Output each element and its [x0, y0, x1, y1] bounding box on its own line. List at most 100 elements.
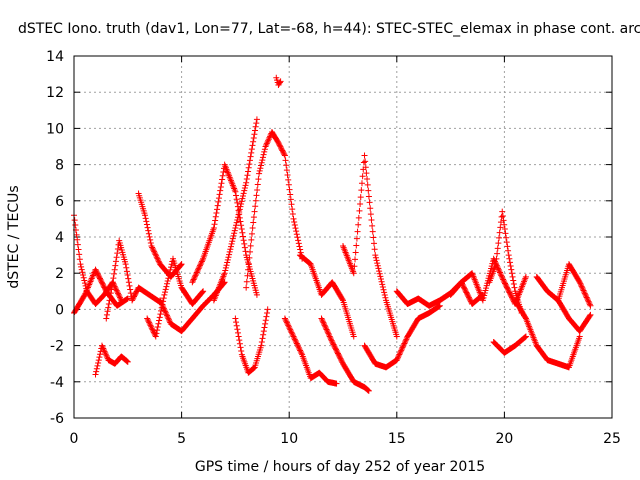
data-point — [258, 162, 265, 169]
data-point — [505, 286, 512, 293]
data-point — [252, 197, 259, 204]
data-point — [148, 323, 155, 330]
data-point — [105, 300, 112, 307]
data-point — [351, 263, 358, 270]
data-point — [115, 291, 122, 298]
data-point — [277, 143, 284, 150]
data-point — [289, 211, 296, 218]
data-point — [337, 355, 344, 362]
data-point — [79, 269, 86, 276]
y-tick-label: 4 — [55, 230, 64, 246]
data-point — [436, 302, 443, 309]
data-point — [339, 296, 346, 303]
data-point — [238, 222, 245, 229]
data-point — [147, 322, 154, 329]
data-point — [233, 322, 240, 329]
data-point — [99, 280, 106, 287]
data-point — [178, 261, 185, 268]
data-point — [85, 282, 92, 289]
data-point — [104, 308, 111, 315]
data-point — [114, 250, 121, 257]
data-point — [496, 234, 503, 241]
data-point — [295, 343, 302, 350]
y-tick-labels: -6 -4 -2 0 2 4 6 8 10 12 14 — [46, 49, 64, 427]
data-point — [283, 318, 290, 325]
data-point — [237, 218, 244, 225]
data-point — [506, 289, 513, 296]
data-point — [107, 290, 114, 297]
data-point — [100, 345, 107, 352]
data-point — [124, 358, 131, 365]
data-point — [192, 272, 199, 279]
data-point — [191, 275, 198, 282]
data-point — [510, 281, 517, 288]
data-point — [245, 260, 252, 267]
data-point — [155, 256, 162, 263]
data-point — [81, 291, 88, 298]
data-point — [284, 172, 291, 179]
data-point — [236, 208, 243, 215]
data-point — [262, 317, 269, 324]
data-point — [394, 355, 401, 362]
data-point — [356, 207, 363, 214]
x-tick-label: 5 — [177, 431, 186, 447]
data-point — [359, 173, 366, 180]
data-point — [325, 330, 332, 337]
data-point — [92, 371, 99, 378]
data-point — [145, 318, 152, 325]
data-point — [142, 215, 149, 222]
data-point — [78, 263, 85, 270]
data-point — [221, 279, 228, 286]
data-point — [521, 334, 528, 341]
data-point — [228, 240, 235, 247]
data-point — [243, 284, 250, 291]
data-point — [248, 146, 255, 153]
data-point — [256, 167, 263, 174]
data-point — [296, 346, 303, 353]
data-point — [500, 276, 507, 283]
data-point — [148, 325, 155, 332]
data-point — [295, 237, 302, 244]
data-point — [324, 327, 331, 334]
data-point — [219, 176, 226, 183]
data-point — [251, 131, 258, 138]
data-point — [289, 206, 296, 213]
data-point — [166, 269, 173, 276]
data-point — [291, 334, 298, 341]
data-point — [380, 286, 387, 293]
data-point — [281, 315, 288, 322]
data-point — [279, 147, 286, 154]
data-point — [198, 289, 205, 296]
data-point — [358, 187, 365, 194]
data-point — [285, 176, 292, 183]
data-point — [150, 247, 157, 254]
data-point — [114, 288, 121, 295]
y-tick-label: -4 — [50, 375, 64, 391]
data-point — [86, 281, 93, 288]
data-point — [111, 283, 118, 290]
data-point — [152, 333, 159, 340]
data-point — [381, 292, 388, 299]
data-point — [96, 274, 103, 281]
data-point — [193, 270, 200, 277]
data-point — [98, 278, 105, 285]
data-point — [190, 276, 197, 283]
data-point — [492, 261, 499, 268]
data-point — [353, 235, 360, 242]
data-point — [113, 254, 120, 261]
data-point — [321, 322, 328, 329]
data-point — [286, 186, 293, 193]
data-point — [322, 323, 329, 330]
data-point — [248, 230, 255, 237]
data-point — [400, 341, 407, 348]
data-point — [125, 275, 132, 282]
data-point — [109, 282, 116, 289]
data-point — [238, 200, 245, 207]
data-point — [505, 252, 512, 259]
data-point — [393, 333, 400, 340]
data-point — [240, 237, 247, 244]
data-point — [508, 270, 515, 277]
data-point — [191, 273, 198, 280]
data-point — [88, 275, 95, 282]
data-point — [123, 268, 130, 275]
